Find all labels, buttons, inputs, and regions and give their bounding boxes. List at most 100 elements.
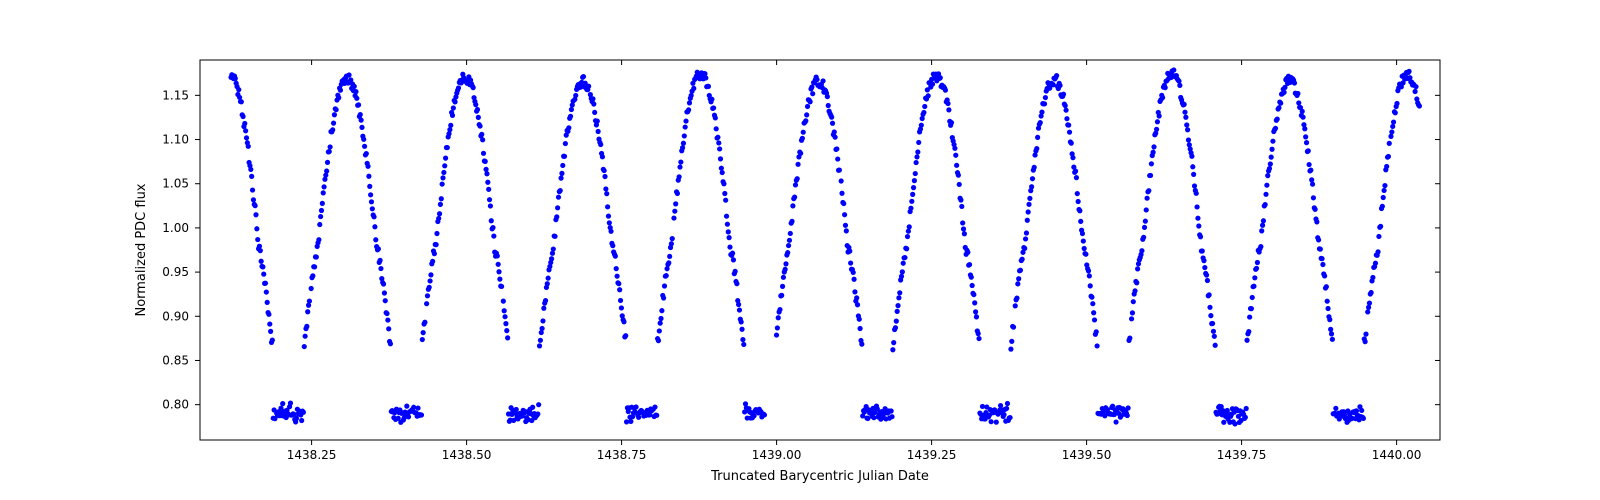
data-point (777, 307, 782, 312)
data-point (930, 82, 935, 87)
data-point (1310, 182, 1315, 187)
x-tick-label: 1439.25 (907, 448, 957, 462)
data-point (452, 99, 457, 104)
data-point (551, 246, 556, 251)
x-tick-label: 1440.00 (1372, 448, 1422, 462)
data-point (810, 91, 815, 96)
data-point (814, 77, 819, 82)
data-point (1063, 108, 1068, 113)
data-point (1251, 284, 1256, 289)
data-point (451, 105, 456, 110)
data-point (1295, 91, 1300, 96)
data-point (1363, 332, 1368, 337)
data-point (422, 320, 427, 325)
data-point (1155, 119, 1160, 124)
data-point (581, 74, 586, 79)
data-point (346, 72, 351, 77)
data-point (919, 123, 924, 128)
data-point (921, 110, 926, 115)
data-point (670, 236, 675, 241)
data-point (1042, 101, 1047, 106)
data-point (1024, 230, 1029, 235)
data-point (1080, 231, 1085, 236)
data-point (851, 270, 856, 275)
data-point (1014, 295, 1019, 300)
data-point (720, 170, 725, 175)
data-point (1063, 103, 1068, 108)
data-point (248, 167, 253, 172)
data-point (798, 151, 803, 156)
data-point (1250, 295, 1255, 300)
data-point (362, 144, 367, 149)
data-point (829, 115, 834, 120)
data-point (1393, 110, 1398, 115)
data-point (1157, 113, 1162, 118)
data-point (897, 290, 902, 295)
data-point (563, 141, 568, 146)
data-point (1035, 135, 1040, 140)
data-point (623, 333, 628, 338)
data-point (908, 206, 913, 211)
data-point (909, 199, 914, 204)
data-point (1008, 347, 1013, 352)
data-point (844, 228, 849, 233)
data-point (911, 185, 916, 190)
data-point (366, 174, 371, 179)
data-point (294, 416, 299, 421)
data-point (666, 260, 671, 265)
data-point (762, 412, 767, 417)
data-point (736, 302, 741, 307)
data-point (904, 246, 909, 251)
data-point (249, 174, 254, 179)
data-point (1380, 204, 1385, 209)
data-point (1307, 162, 1312, 167)
data-point (310, 273, 315, 278)
data-point (1208, 313, 1213, 318)
data-point (957, 182, 962, 187)
data-point (473, 102, 478, 107)
data-point (839, 178, 844, 183)
data-point (361, 137, 366, 142)
data-point (448, 123, 453, 128)
x-tick-label: 1438.25 (287, 448, 337, 462)
data-point (1007, 415, 1012, 420)
data-point (848, 260, 853, 265)
data-point (244, 135, 249, 140)
data-point (573, 93, 578, 98)
data-point (569, 107, 574, 112)
data-point (1328, 327, 1333, 332)
data-point (334, 107, 339, 112)
data-point (1025, 218, 1030, 223)
data-point (1391, 119, 1396, 124)
data-point (833, 135, 838, 140)
data-point (538, 338, 543, 343)
data-point (954, 163, 959, 168)
data-point (536, 402, 541, 407)
data-point (619, 305, 624, 310)
data-point (839, 191, 844, 196)
data-point (949, 120, 954, 125)
data-point (1300, 109, 1305, 114)
data-point (359, 118, 364, 123)
data-point (1088, 283, 1093, 288)
data-point (1322, 273, 1327, 278)
data-point (1369, 290, 1374, 295)
data-point (858, 326, 863, 331)
data-point (893, 325, 898, 330)
data-point (730, 251, 735, 256)
data-point (989, 419, 994, 424)
data-point (427, 285, 432, 290)
data-point (820, 78, 825, 83)
data-point (605, 204, 610, 209)
data-point (592, 110, 597, 115)
data-point (1026, 209, 1031, 214)
data-point (781, 275, 786, 280)
data-point (901, 261, 906, 266)
data-point (242, 121, 247, 126)
data-point (1142, 225, 1147, 230)
data-point (1192, 183, 1197, 188)
data-point (731, 257, 736, 262)
data-point (1303, 134, 1308, 139)
data-point (994, 420, 999, 425)
data-point (556, 195, 561, 200)
